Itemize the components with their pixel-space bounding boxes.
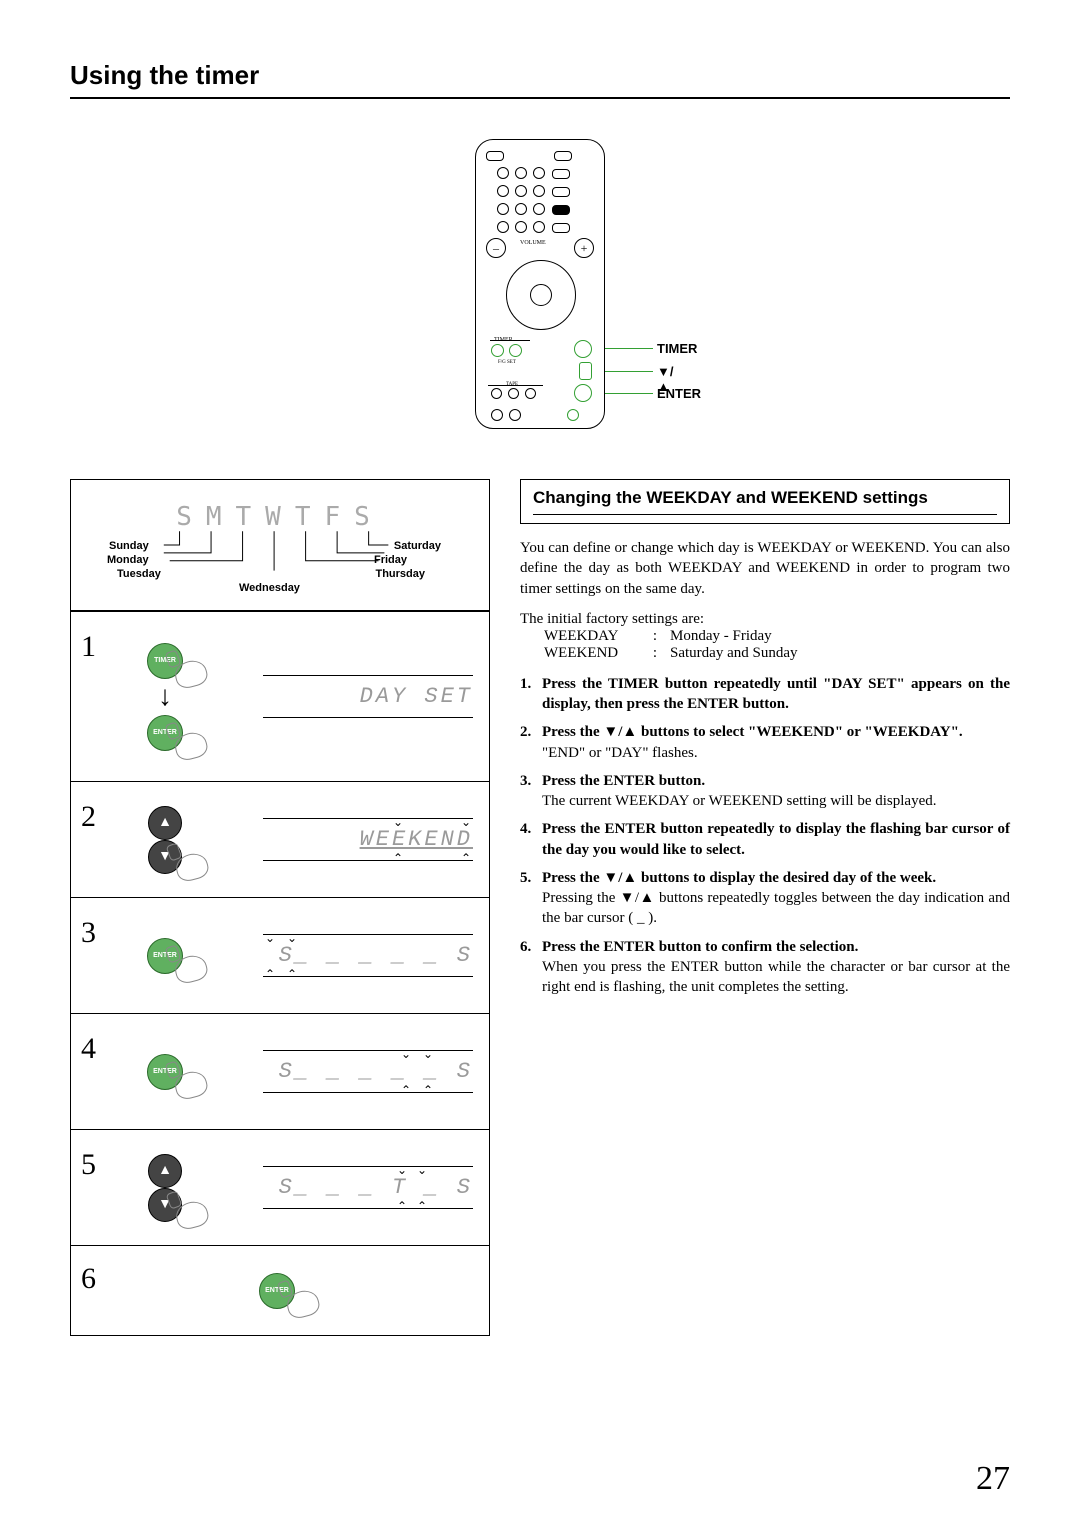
step-num-2: 2 bbox=[81, 800, 109, 834]
step-row-4: 4 ENTER ⌄ ⌄ S_ _ _ _ _ S ⌃ ⌃ bbox=[71, 1013, 489, 1129]
factory-weekday-val: Monday - Friday bbox=[670, 628, 772, 645]
callout-timer: TIMER bbox=[657, 341, 697, 356]
step-row-2: 2 ▲ ▼ ⌄ ⌄ WEEKEND ⌃ ⌃ bbox=[71, 781, 489, 897]
updown-button bbox=[579, 362, 592, 380]
step-num-6: 6 bbox=[81, 1262, 109, 1296]
segment-days: SMTWTFS bbox=[91, 502, 469, 532]
step-row-6: 6 ENTER bbox=[71, 1245, 489, 1335]
lcd-1: DAY SET bbox=[263, 684, 473, 709]
callout-enter: ENTER bbox=[657, 386, 701, 401]
lbl-wednesday: Wednesday bbox=[239, 582, 300, 594]
instruction-6: Press the ENTER button to confirm the se… bbox=[520, 937, 1010, 998]
remote-diagram: –+ VOLUME TIMER F/G SET TAPE TIMER ▼/▲ E… bbox=[70, 139, 1010, 449]
instructions-column: Changing the WEEKDAY and WEEKEND setting… bbox=[520, 479, 1010, 1336]
lcd-2: WEEKEND bbox=[263, 827, 473, 852]
hand-icon bbox=[165, 729, 215, 769]
lbl-tuesday: Tuesday bbox=[117, 568, 161, 580]
page-number: 27 bbox=[976, 1460, 1010, 1498]
factory-weekday-key: WEEKDAY bbox=[520, 628, 640, 645]
timer-small-button-2 bbox=[509, 344, 522, 357]
instruction-2: Press the ▼/▲ buttons to select "WEEKEND… bbox=[520, 722, 1010, 763]
hand-icon bbox=[166, 1198, 216, 1238]
remote-outline: –+ VOLUME TIMER F/G SET TAPE bbox=[475, 139, 605, 429]
step-row-1: 1 TIMER ↓ ENTER DAY SET bbox=[71, 611, 489, 781]
enter-button bbox=[574, 384, 592, 402]
step-row-5: 5 ▲ ▼ ⌄ ⌄ S_ _ _ T _ S ⌃ ⌃ bbox=[71, 1129, 489, 1245]
numbered-instructions: Press the TIMER button repeatedly until … bbox=[520, 674, 1010, 998]
lbl-friday: Friday bbox=[374, 554, 407, 566]
section-heading-box: Changing the WEEKDAY and WEEKEND setting… bbox=[520, 479, 1010, 524]
lcd-5: S_ _ _ T _ S bbox=[263, 1175, 473, 1200]
factory-settings: The initial factory settings are: WEEKDA… bbox=[520, 611, 1010, 662]
hand-icon bbox=[165, 952, 215, 992]
instruction-3: Press the ENTER button. The current WEEK… bbox=[520, 771, 1010, 812]
day-legend-box: SMTWTFS Sunday Monday Tuesday Wednesday … bbox=[70, 479, 490, 611]
step-num-3: 3 bbox=[81, 916, 109, 950]
up-button-icon: ▲ bbox=[148, 1154, 182, 1188]
page-title: Using the timer bbox=[70, 60, 1010, 99]
step-num-4: 4 bbox=[81, 1032, 109, 1066]
factory-intro: The initial factory settings are: bbox=[520, 611, 1010, 628]
factory-weekend-key: WEEKEND bbox=[520, 645, 640, 662]
hand-icon bbox=[165, 1068, 215, 1108]
hand-icon bbox=[166, 850, 216, 890]
lbl-monday: Monday bbox=[107, 554, 149, 566]
intro-paragraph: You can define or change which day is WE… bbox=[520, 538, 1010, 599]
lbl-saturday: Saturday bbox=[394, 540, 441, 552]
section-heading: Changing the WEEKDAY and WEEKEND setting… bbox=[533, 488, 997, 515]
factory-sep: : bbox=[640, 645, 670, 662]
timer-button bbox=[574, 340, 592, 358]
step-illustrations: SMTWTFS Sunday Monday Tuesday Wednesday … bbox=[70, 479, 490, 1336]
step-num-1: 1 bbox=[81, 630, 109, 664]
hand-icon bbox=[277, 1287, 327, 1327]
up-button-icon: ▲ bbox=[148, 806, 182, 840]
instruction-5: Press the ▼/▲ buttons to display the des… bbox=[520, 868, 1010, 929]
lcd-3: S_ _ _ _ _ S bbox=[263, 943, 473, 968]
hand-icon bbox=[165, 657, 215, 697]
step-row-3: 3 ENTER ⌄ ⌄ S_ _ _ _ _ S ⌃ ⌃ bbox=[71, 897, 489, 1013]
timer-small-button-1 bbox=[491, 344, 504, 357]
lbl-thursday: Thursday bbox=[375, 568, 425, 580]
factory-weekend-val: Saturday and Sunday bbox=[670, 645, 797, 662]
instruction-1: Press the TIMER button repeatedly until … bbox=[520, 674, 1010, 715]
instruction-4: Press the ENTER button repeatedly to dis… bbox=[520, 819, 1010, 860]
step-num-5: 5 bbox=[81, 1148, 109, 1182]
lbl-sunday: Sunday bbox=[109, 540, 149, 552]
factory-sep: : bbox=[640, 628, 670, 645]
lcd-4: S_ _ _ _ _ S bbox=[263, 1059, 473, 1084]
